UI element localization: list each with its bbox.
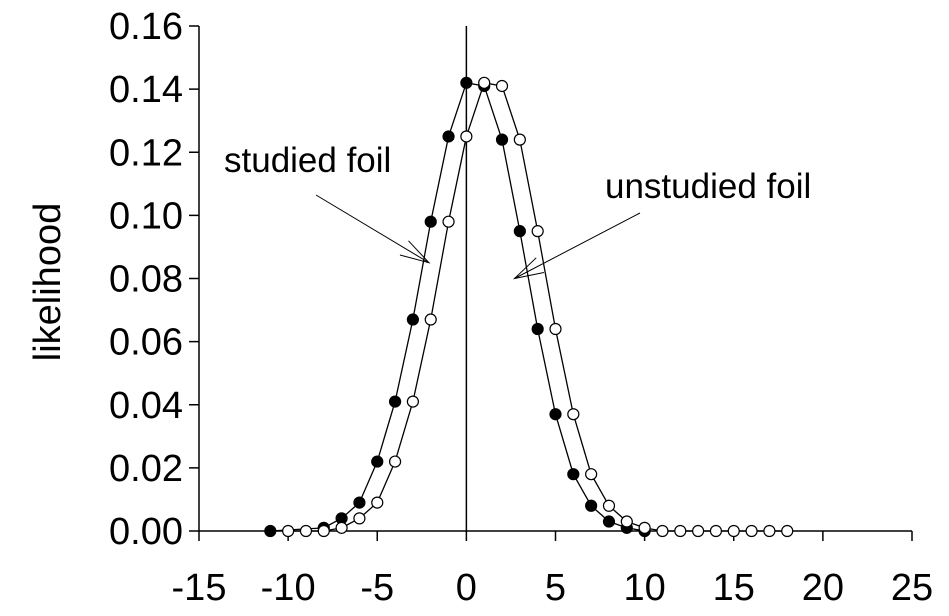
open-point <box>567 408 580 421</box>
y-tick-label: 0.08 <box>109 259 183 301</box>
open-point <box>460 130 473 143</box>
annotations: studied foil unstudied foil <box>224 141 811 280</box>
x-tick-label: -10 <box>261 567 316 609</box>
annotation-arrowhead <box>399 240 431 264</box>
open-point <box>709 524 723 538</box>
y-tick-label: 0.02 <box>109 448 183 490</box>
filled-point <box>264 524 277 538</box>
filled-point <box>513 225 526 238</box>
open-point <box>406 395 419 408</box>
filled-point <box>567 468 580 481</box>
y-tick-label: 0.06 <box>109 322 183 364</box>
y-tick-label: 0.16 <box>109 6 183 48</box>
y-axis-title: likelihood <box>27 203 69 361</box>
x-tick-label: 0 <box>456 567 477 609</box>
x-tick-label: 5 <box>545 567 566 609</box>
annotation-arrow <box>514 212 641 279</box>
x-tick-label: -15 <box>172 567 227 609</box>
y-tick-label: 0.04 <box>109 385 183 427</box>
filled-point <box>460 76 473 89</box>
open-point <box>299 524 313 538</box>
y-tick-label: 0.10 <box>109 195 183 237</box>
open-point <box>745 524 758 538</box>
filled-point <box>353 496 366 509</box>
filled-point <box>495 133 509 146</box>
open-point <box>620 515 633 528</box>
filled-point <box>531 322 544 336</box>
open-point <box>282 524 295 538</box>
annotation-arrowhead <box>512 257 544 280</box>
open-point <box>335 521 348 534</box>
open-point <box>638 521 651 534</box>
x-tick-label: 20 <box>802 567 844 609</box>
filled-point <box>388 395 402 408</box>
open-point <box>656 524 669 538</box>
open-point <box>478 76 491 89</box>
open-point <box>424 313 437 326</box>
open-point <box>781 524 794 538</box>
filled-point <box>549 408 562 421</box>
series-points <box>264 76 794 538</box>
open-point <box>388 455 402 468</box>
open-point <box>549 322 562 336</box>
filled-point <box>442 130 455 143</box>
open-point <box>353 512 366 525</box>
annotation-label: studied foil <box>224 141 391 180</box>
annotation-label: unstudied foil <box>605 167 811 206</box>
open-point <box>513 133 526 146</box>
filled-point <box>424 215 437 228</box>
axes: 0.000.020.040.060.080.100.120.140.16-15-… <box>109 6 933 609</box>
open-point <box>585 468 598 481</box>
y-tick-label: 0.12 <box>109 132 183 174</box>
open-point <box>442 215 455 228</box>
y-tick-label: 0.00 <box>109 511 183 553</box>
open-point <box>674 524 687 538</box>
open-point <box>495 79 509 93</box>
open-point <box>317 524 330 538</box>
filled-point <box>406 313 419 326</box>
filled-point <box>585 499 598 512</box>
annotation-arrow <box>315 194 430 264</box>
x-tick-label: -5 <box>360 567 394 609</box>
filled-point <box>371 455 384 468</box>
open-point <box>763 524 776 538</box>
x-tick-label: 15 <box>713 567 755 609</box>
open-point <box>691 524 705 538</box>
x-tick-label: 25 <box>891 567 933 609</box>
y-tick-label: 0.14 <box>109 69 183 111</box>
x-tick-label: 10 <box>623 567 665 609</box>
open-point <box>531 225 544 238</box>
open-point <box>727 524 740 538</box>
open-point <box>602 499 616 512</box>
open-point <box>371 496 384 509</box>
filled-point <box>602 515 616 528</box>
